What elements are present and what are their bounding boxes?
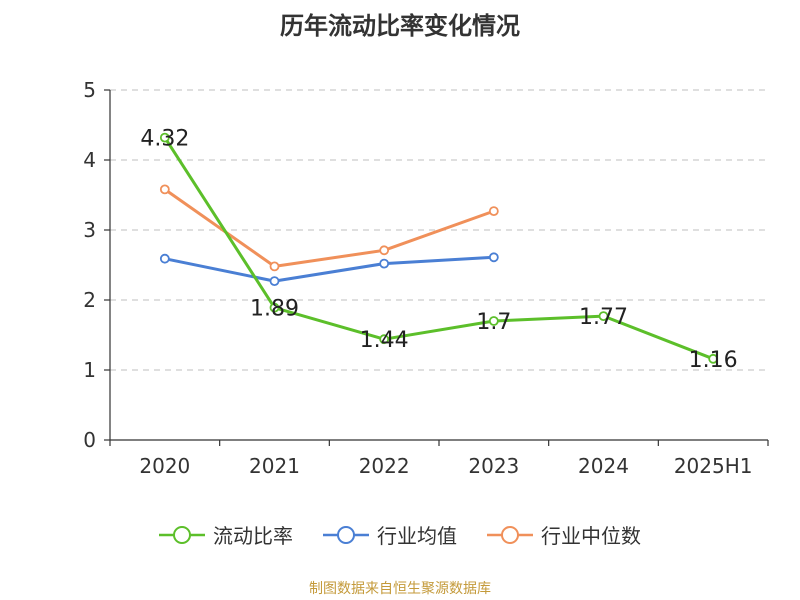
y-tick-label: 2 — [83, 288, 96, 312]
data-point — [269, 261, 280, 272]
legend-marker-green-icon — [159, 525, 205, 544]
legend-item-industry-mean[interactable]: 行业均值 — [323, 520, 457, 549]
data-point — [488, 252, 499, 263]
data-point — [269, 302, 280, 313]
series-2 — [159, 184, 499, 272]
data-label: 4.32 — [140, 127, 189, 152]
series-0 — [159, 132, 719, 364]
y-tick-label: 1 — [83, 358, 96, 382]
data-point — [269, 276, 280, 287]
data-point — [159, 184, 170, 195]
y-tick-label: 4 — [83, 148, 96, 172]
y-tick-label: 3 — [83, 218, 96, 242]
legend-marker-orange-icon — [487, 525, 533, 544]
legend: 流动比率 行业均值 行业中位数 — [0, 520, 800, 549]
x-tick-label: 2025H1 — [674, 454, 753, 478]
data-labels: 4.32 1.89 1.44 1.7 1.77 1.16 — [140, 127, 737, 373]
series-lines — [159, 132, 719, 364]
series-line — [163, 188, 495, 268]
data-point — [379, 334, 390, 345]
data-label: 1.44 — [360, 328, 409, 353]
data-point — [488, 316, 499, 326]
legend-marker-blue-icon — [323, 525, 369, 544]
legend-label: 流动比率 — [213, 524, 293, 548]
series-line — [163, 136, 714, 361]
data-label: 1.7 — [476, 310, 511, 335]
data-point — [159, 132, 170, 143]
data-point — [708, 353, 719, 364]
y-tick-label: 0 — [83, 428, 96, 452]
data-point — [159, 253, 170, 264]
series-1 — [159, 252, 499, 287]
chart-title: 历年流动比率变化情况 — [280, 12, 520, 40]
data-point — [598, 311, 609, 322]
data-source-note: 制图数据来自恒生聚源数据库 — [309, 581, 491, 597]
data-label: 1.89 — [250, 297, 299, 322]
data-point — [488, 206, 499, 217]
data-label: 1.77 — [579, 305, 628, 330]
x-tick-label: 2021 — [249, 454, 300, 478]
legend-item-industry-median[interactable]: 行业中位数 — [487, 520, 641, 549]
data-label: 1.16 — [689, 348, 738, 373]
x-tick-label: 2023 — [468, 454, 519, 478]
x-tick-label: 2022 — [359, 454, 410, 478]
legend-item-current-ratio[interactable]: 流动比率 — [159, 520, 293, 549]
x-tick-label: 2024 — [578, 454, 629, 478]
legend-label: 行业中位数 — [541, 524, 641, 548]
legend-label: 行业均值 — [377, 524, 457, 548]
x-tick-label: 2020 — [139, 454, 190, 478]
data-point — [379, 245, 390, 256]
series-line — [164, 255, 494, 283]
data-point — [379, 258, 390, 269]
y-tick-label: 5 — [83, 78, 96, 102]
axes: 0 1 2 3 4 5 2020 2021 2022 2023 2024 2025H1 — [83, 78, 769, 478]
